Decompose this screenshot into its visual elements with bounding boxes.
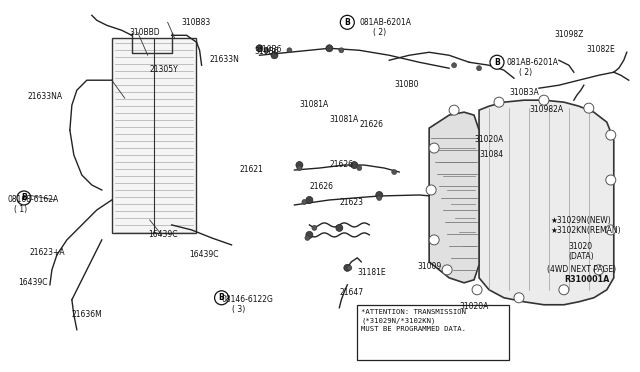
Text: 21633NA: 21633NA bbox=[28, 92, 63, 101]
Circle shape bbox=[339, 48, 344, 53]
Text: 21621: 21621 bbox=[239, 165, 264, 174]
Circle shape bbox=[490, 55, 504, 69]
Circle shape bbox=[296, 161, 303, 169]
Text: 31081A: 31081A bbox=[300, 100, 329, 109]
Text: ( 3): ( 3) bbox=[232, 305, 244, 314]
Text: 310B6: 310B6 bbox=[255, 47, 279, 56]
Circle shape bbox=[302, 199, 307, 205]
Text: ★3102KN(REMAN): ★3102KN(REMAN) bbox=[551, 226, 621, 235]
Circle shape bbox=[449, 105, 459, 115]
Circle shape bbox=[452, 63, 456, 68]
Text: ( 1): ( 1) bbox=[14, 205, 27, 214]
Text: 31009: 31009 bbox=[417, 262, 442, 271]
Text: 081AB-6201A: 081AB-6201A bbox=[359, 18, 412, 27]
Circle shape bbox=[429, 143, 439, 153]
Text: ( 2): ( 2) bbox=[373, 28, 387, 37]
Text: 08168-6162A: 08168-6162A bbox=[8, 195, 60, 204]
Text: B: B bbox=[344, 18, 350, 27]
Text: (4WD NEXT PAGE): (4WD NEXT PAGE) bbox=[547, 265, 616, 274]
Circle shape bbox=[312, 225, 317, 230]
Circle shape bbox=[344, 264, 351, 271]
Text: ( 2): ( 2) bbox=[519, 68, 532, 77]
Text: 31098Z: 31098Z bbox=[555, 30, 584, 39]
Circle shape bbox=[340, 15, 355, 29]
Circle shape bbox=[606, 225, 616, 235]
Text: 16439C: 16439C bbox=[18, 278, 47, 287]
Circle shape bbox=[442, 265, 452, 275]
Circle shape bbox=[472, 285, 482, 295]
Bar bbox=[112, 38, 196, 233]
Text: B: B bbox=[494, 58, 500, 67]
Circle shape bbox=[514, 293, 524, 303]
Circle shape bbox=[271, 52, 278, 59]
Circle shape bbox=[606, 175, 616, 185]
Text: 21305Y: 21305Y bbox=[150, 65, 179, 74]
Text: (DATA): (DATA) bbox=[569, 252, 595, 261]
Circle shape bbox=[336, 224, 343, 231]
Text: 081AB-6201A: 081AB-6201A bbox=[507, 58, 559, 67]
Text: 310B6: 310B6 bbox=[257, 45, 282, 54]
Circle shape bbox=[356, 166, 362, 170]
Text: 31020A: 31020A bbox=[474, 135, 504, 144]
Text: ★31029N(NEW): ★31029N(NEW) bbox=[551, 216, 612, 225]
Text: 21636M: 21636M bbox=[72, 310, 102, 319]
Bar bbox=[357, 305, 509, 360]
Circle shape bbox=[306, 196, 313, 203]
Circle shape bbox=[377, 195, 381, 201]
Text: 21647: 21647 bbox=[339, 288, 364, 297]
Circle shape bbox=[305, 235, 310, 240]
Circle shape bbox=[256, 45, 263, 52]
Text: 21626: 21626 bbox=[330, 160, 353, 169]
Circle shape bbox=[287, 48, 292, 53]
Text: R310001A: R310001A bbox=[564, 275, 609, 284]
Text: *ATTENTION: TRANSMISSION
(*31029N/*3102KN)
MUST BE PROGRAMMED DATA.: *ATTENTION: TRANSMISSION (*31029N/*3102K… bbox=[362, 309, 467, 332]
Circle shape bbox=[264, 48, 269, 53]
Text: 310B0: 310B0 bbox=[394, 80, 419, 89]
Text: 21626: 21626 bbox=[359, 120, 383, 129]
Circle shape bbox=[429, 235, 439, 245]
Text: B: B bbox=[219, 293, 225, 302]
Text: 31084: 31084 bbox=[479, 150, 503, 159]
Circle shape bbox=[494, 97, 504, 107]
Circle shape bbox=[392, 170, 397, 174]
Text: 21633N: 21633N bbox=[209, 55, 239, 64]
Circle shape bbox=[606, 130, 616, 140]
Text: 31020: 31020 bbox=[569, 242, 593, 251]
Text: 31020A: 31020A bbox=[459, 302, 488, 311]
Text: 16439C: 16439C bbox=[148, 230, 177, 239]
Text: 08146-6122G: 08146-6122G bbox=[221, 295, 273, 304]
Text: 16439C: 16439C bbox=[189, 250, 219, 259]
Text: 310B3A: 310B3A bbox=[509, 88, 539, 97]
Circle shape bbox=[539, 95, 549, 105]
Circle shape bbox=[351, 161, 358, 169]
Text: 31081A: 31081A bbox=[330, 115, 358, 124]
Text: B: B bbox=[21, 193, 27, 202]
Circle shape bbox=[326, 45, 333, 52]
Circle shape bbox=[376, 192, 383, 199]
Circle shape bbox=[214, 291, 228, 305]
Text: 21626: 21626 bbox=[309, 182, 333, 191]
Circle shape bbox=[347, 265, 352, 270]
Polygon shape bbox=[429, 112, 479, 283]
Text: 31082E: 31082E bbox=[587, 45, 616, 54]
Circle shape bbox=[584, 103, 594, 113]
Text: 21623: 21623 bbox=[339, 198, 364, 207]
Text: 310BBD: 310BBD bbox=[130, 28, 161, 37]
Circle shape bbox=[17, 191, 31, 205]
Circle shape bbox=[594, 265, 604, 275]
Circle shape bbox=[426, 185, 436, 195]
Circle shape bbox=[306, 231, 313, 238]
Circle shape bbox=[477, 66, 481, 71]
Text: 31181E: 31181E bbox=[357, 268, 386, 277]
Text: 21623+A: 21623+A bbox=[30, 248, 65, 257]
Text: 310982A: 310982A bbox=[529, 105, 563, 114]
Circle shape bbox=[559, 285, 569, 295]
Text: 310B83: 310B83 bbox=[182, 18, 211, 27]
Polygon shape bbox=[479, 100, 614, 305]
Circle shape bbox=[297, 166, 302, 170]
